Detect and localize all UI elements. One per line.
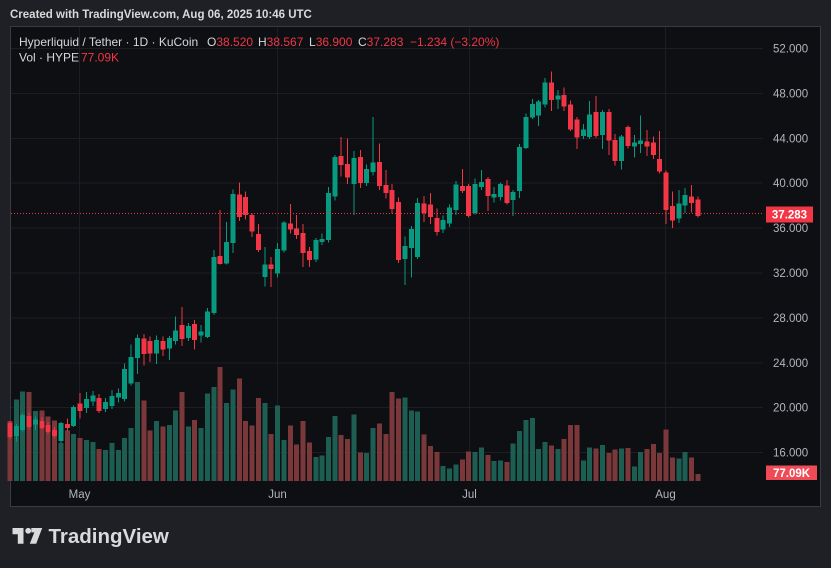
svg-text:32.000: 32.000 <box>773 268 808 280</box>
svg-text:16.000: 16.000 <box>773 448 808 460</box>
svg-text:40.000: 40.000 <box>773 178 808 190</box>
svg-text:May: May <box>69 489 91 501</box>
svg-text:20.000: 20.000 <box>773 403 808 415</box>
svg-text:Created with TradingView.com,: Created with TradingView.com, Aug 06, 20… <box>10 9 312 21</box>
svg-text:28.000: 28.000 <box>773 313 808 325</box>
svg-text:44.000: 44.000 <box>773 133 808 145</box>
svg-text:37.283: 37.283 <box>772 210 807 222</box>
svg-text:Jul: Jul <box>462 489 477 501</box>
svg-text:52.000: 52.000 <box>773 44 808 56</box>
svg-text:48.000: 48.000 <box>773 88 808 100</box>
svg-text:TradingView: TradingView <box>49 525 169 548</box>
svg-text:36.000: 36.000 <box>773 223 808 235</box>
svg-text:24.000: 24.000 <box>773 358 808 370</box>
svg-text:Hyperliquid / Tether · 1D · Ku: Hyperliquid / Tether · 1D · KuCoin O38.52… <box>19 35 499 49</box>
svg-text:Aug: Aug <box>655 489 675 501</box>
svg-text:Jun: Jun <box>268 489 287 501</box>
svg-text:77.09K: 77.09K <box>773 468 811 480</box>
